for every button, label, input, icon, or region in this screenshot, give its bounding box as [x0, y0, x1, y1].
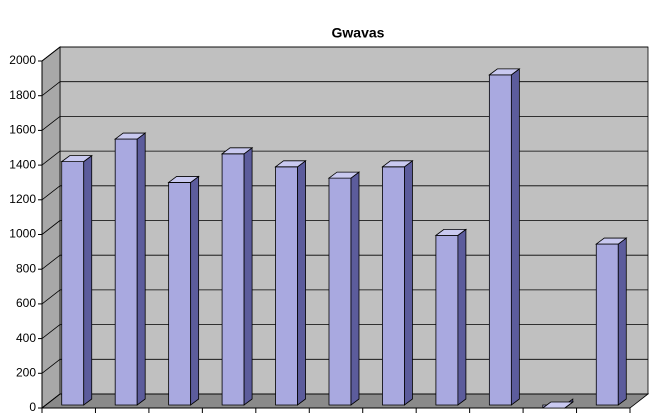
bar — [381, 160, 414, 406]
bar-side — [404, 160, 413, 406]
bar-side — [510, 68, 520, 406]
bar — [541, 398, 575, 409]
bar-top — [488, 68, 521, 76]
y-tick-label: 400 — [16, 331, 36, 345]
grid-line — [41, 185, 61, 201]
y-tick-label: 0 — [29, 400, 36, 414]
bar — [488, 68, 521, 406]
bar-side — [136, 132, 146, 406]
y-tick-label: 600 — [16, 296, 36, 310]
bar-side — [350, 171, 360, 406]
bar-top — [167, 176, 200, 183]
bar-front — [382, 166, 405, 406]
bar — [60, 154, 93, 406]
grid-line — [41, 289, 61, 305]
y-tick-label: 1800 — [9, 88, 36, 102]
bar — [595, 237, 628, 406]
y-tick-label: 2000 — [9, 53, 36, 67]
grid-line — [41, 358, 61, 374]
grid-line — [41, 116, 61, 131]
grid-line — [41, 324, 61, 339]
bar-top — [113, 132, 147, 140]
grid-line — [41, 81, 61, 97]
bar — [167, 175, 200, 406]
bar — [327, 171, 361, 406]
grid-line — [41, 220, 61, 235]
bar-front — [488, 74, 512, 406]
grid-line — [41, 254, 61, 270]
bar-top — [541, 401, 575, 409]
y-tick-label: 1000 — [9, 227, 36, 241]
chart-title: Gwavas — [332, 25, 385, 41]
bar — [274, 160, 307, 406]
bar-front — [114, 138, 138, 406]
y-tick-label: 1200 — [9, 192, 36, 206]
bar-front — [435, 234, 459, 406]
bar-top — [220, 147, 254, 155]
y-tick-label: 1400 — [9, 157, 36, 171]
bar-top — [60, 155, 93, 163]
bar-top — [434, 228, 468, 236]
bar-side — [457, 228, 467, 406]
grid-line — [41, 150, 61, 166]
bar-top — [274, 160, 307, 168]
y-tick-label: 1600 — [9, 123, 36, 137]
bar — [434, 228, 468, 406]
grid-line — [41, 393, 61, 409]
bar-top — [595, 237, 628, 245]
bar-front — [168, 182, 192, 406]
bar-side — [617, 237, 627, 406]
grid-line — [41, 46, 61, 62]
bar-front — [221, 153, 245, 406]
y-tick-label: 800 — [16, 261, 36, 275]
bar — [113, 132, 147, 406]
bar-side — [190, 175, 200, 406]
bar-front — [328, 177, 352, 406]
bar-side — [83, 154, 93, 406]
bar-front — [595, 243, 619, 406]
bar-side — [243, 147, 253, 406]
bar-front — [275, 166, 298, 406]
y-tick-label: 200 — [16, 365, 36, 379]
bar-side — [297, 160, 306, 406]
bar-top — [381, 160, 414, 168]
bar-front — [61, 161, 85, 406]
bar-top — [327, 171, 361, 179]
bar — [220, 147, 254, 406]
